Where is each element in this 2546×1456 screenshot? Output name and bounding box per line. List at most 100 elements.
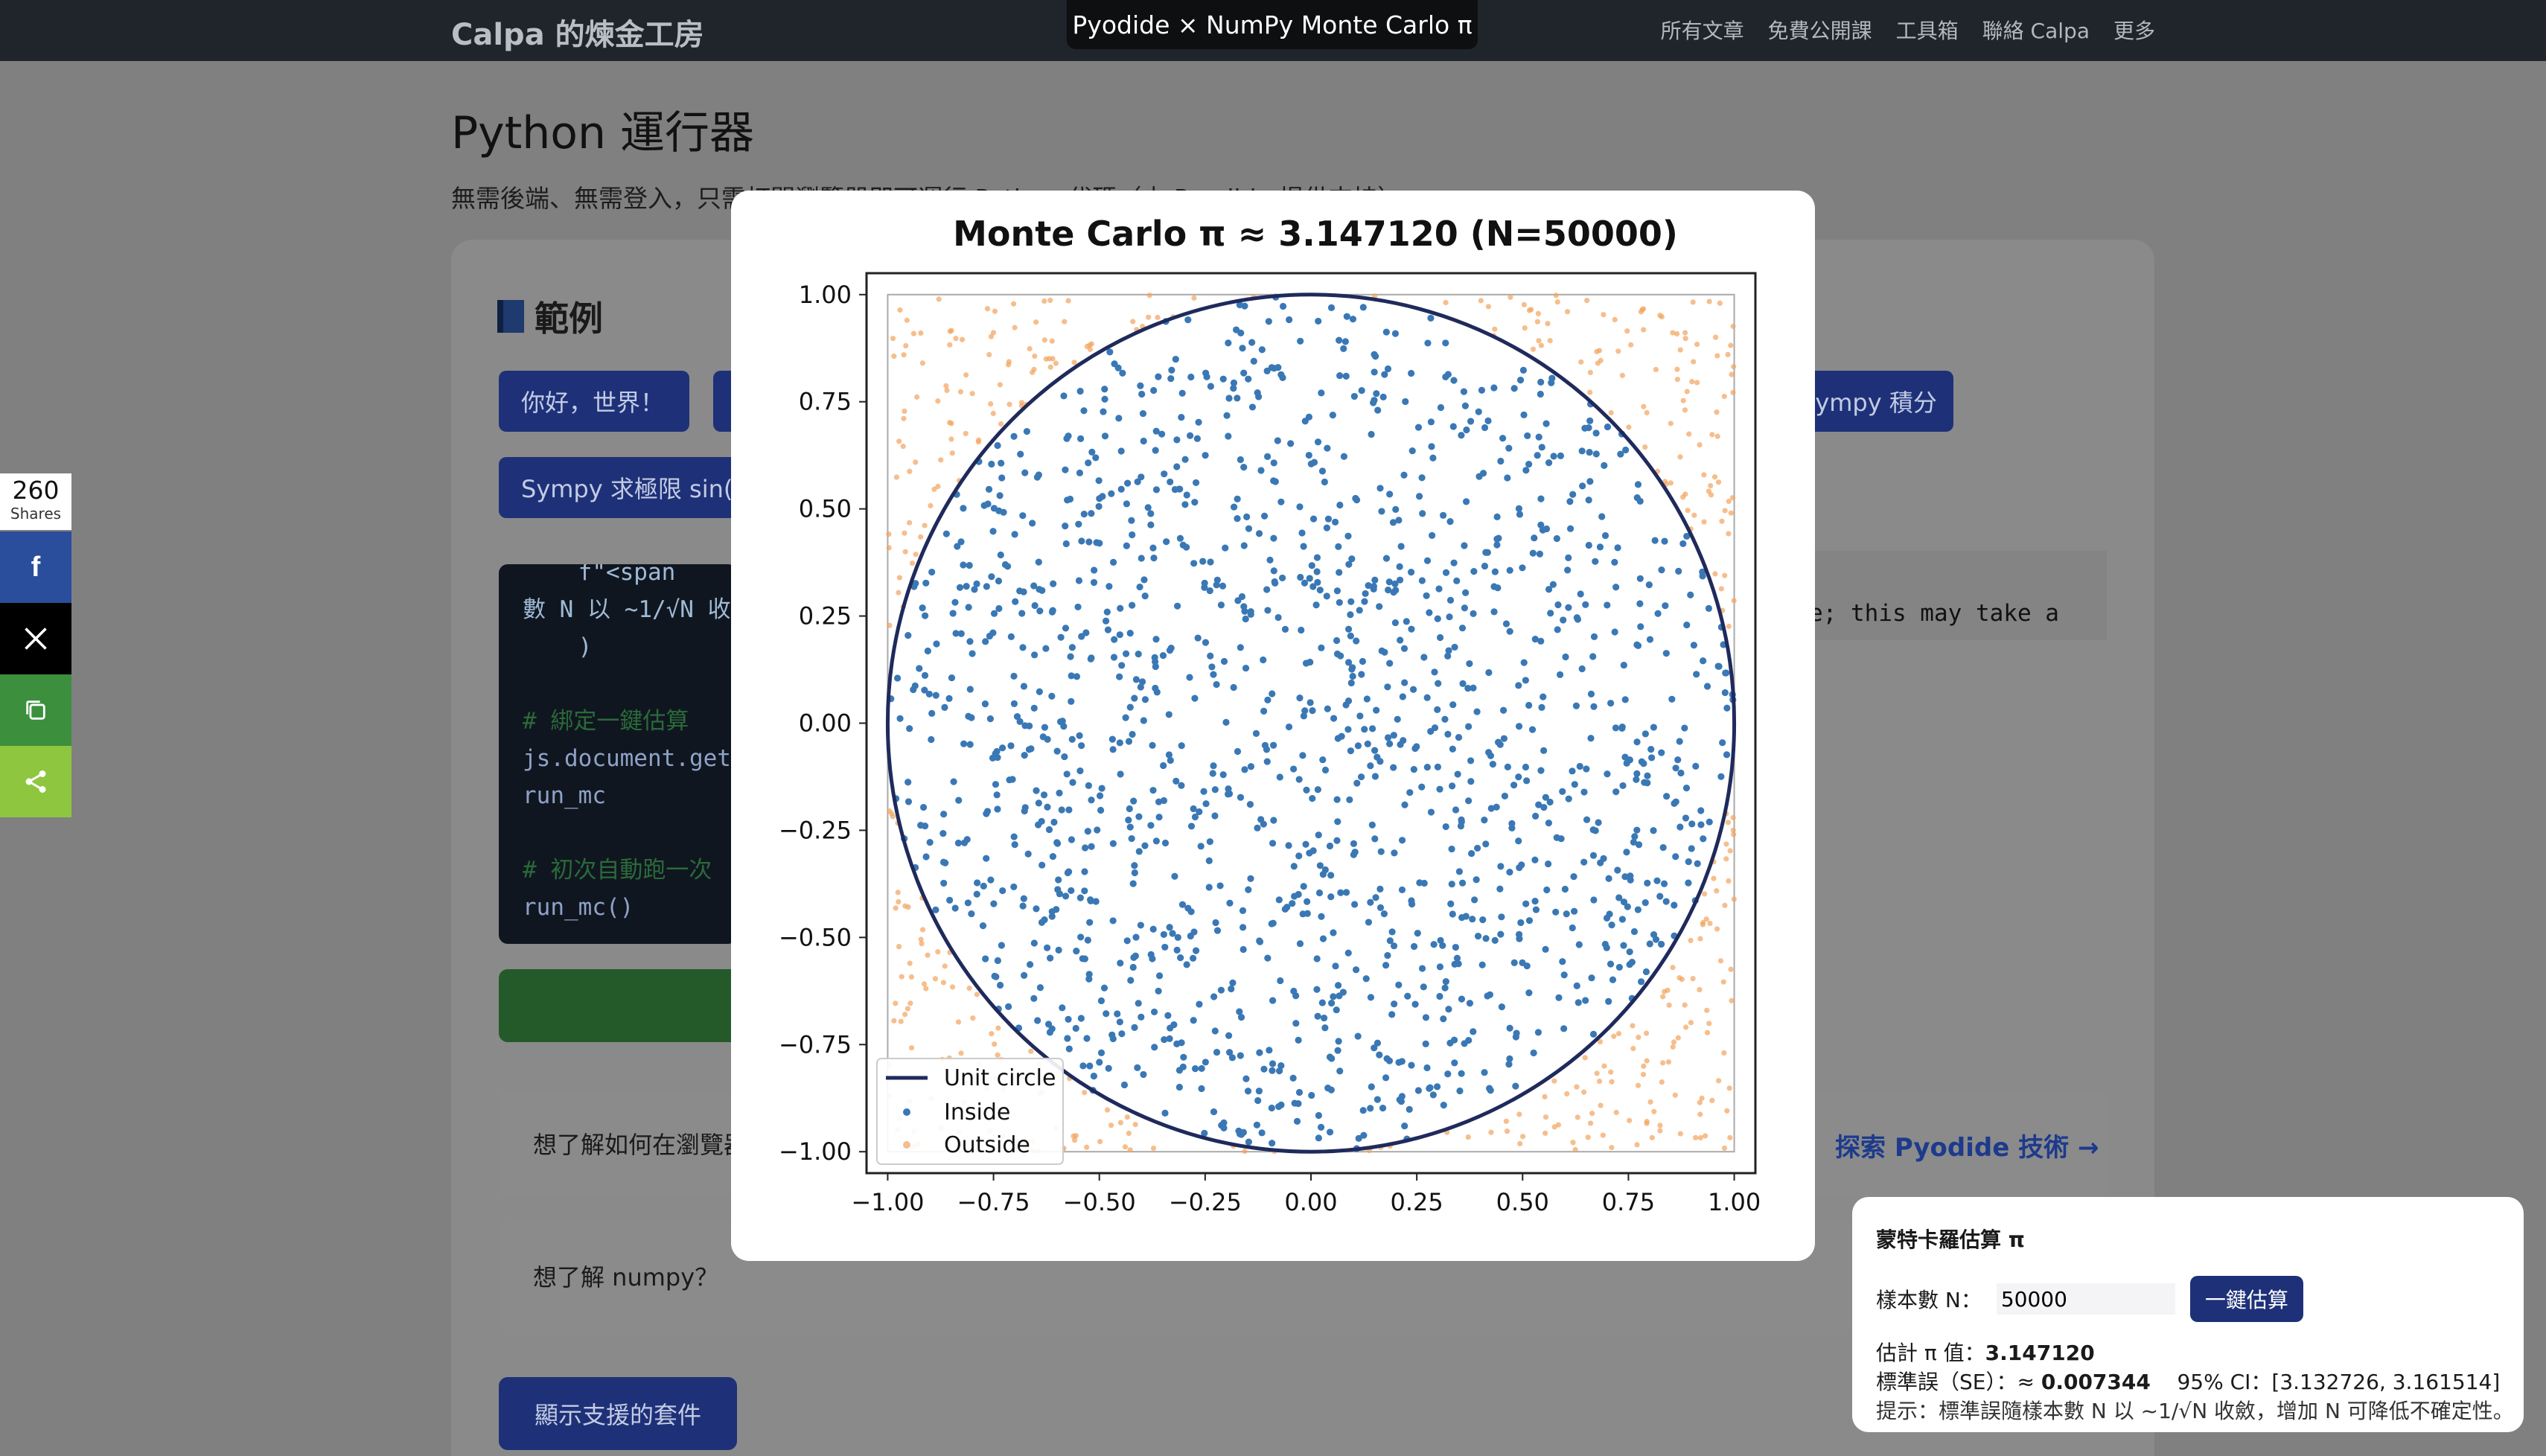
inside-point <box>922 579 930 587</box>
inside-point <box>1560 971 1568 979</box>
inside-point <box>1178 1039 1185 1047</box>
inside-point <box>1688 845 1695 852</box>
inside-point <box>1607 700 1615 707</box>
inside-point <box>1300 883 1307 890</box>
inside-point <box>1650 930 1658 939</box>
inside-point <box>1021 804 1029 811</box>
inside-point <box>1440 1102 1447 1109</box>
show-packages-button[interactable]: 顯示支援的套件 <box>499 1377 737 1450</box>
inside-point <box>983 855 990 862</box>
inside-point <box>1316 587 1324 594</box>
inside-point <box>1395 517 1403 524</box>
x-share-button[interactable] <box>0 603 71 674</box>
inside-point <box>1217 601 1225 609</box>
inside-point <box>1178 901 1187 908</box>
inside-point <box>1011 841 1018 849</box>
generic-share-button[interactable] <box>0 746 71 817</box>
inside-point <box>1222 544 1229 552</box>
nav-link-tools[interactable]: 工具箱 <box>1895 19 1959 43</box>
inside-point <box>1247 763 1255 770</box>
inside-point <box>1076 767 1084 775</box>
inside-point <box>1097 997 1106 1005</box>
inside-point <box>1127 977 1135 984</box>
inside-point <box>1367 994 1375 1001</box>
outside-point <box>1653 366 1659 373</box>
inside-point <box>1069 779 1076 786</box>
site-brand[interactable]: Calpa 的煉金工房 <box>451 18 704 52</box>
inside-point <box>1330 993 1337 1000</box>
sample-size-input[interactable] <box>1996 1283 2175 1315</box>
inside-point <box>1076 732 1083 739</box>
inside-point <box>1289 1074 1297 1082</box>
inside-point <box>1457 823 1465 830</box>
inside-point <box>1110 654 1118 661</box>
inside-point <box>1226 899 1234 907</box>
outside-point <box>1700 919 1706 925</box>
inside-point <box>1189 954 1197 962</box>
inside-point <box>940 879 948 887</box>
nav-link-articles[interactable]: 所有文章 <box>1660 19 1744 43</box>
run-button[interactable] <box>499 969 744 1042</box>
inside-point <box>1006 776 1013 784</box>
inside-point <box>1525 917 1534 925</box>
inside-point <box>1122 714 1129 721</box>
inside-point <box>1178 742 1185 750</box>
inside-point <box>1651 537 1659 544</box>
inside-point <box>1135 813 1143 820</box>
inside-point <box>1124 479 1132 487</box>
inside-point <box>1005 1003 1012 1010</box>
inside-point <box>1621 873 1629 881</box>
inside-point <box>1336 569 1343 576</box>
inside-point <box>1088 448 1096 456</box>
inside-point <box>1453 954 1461 962</box>
inside-point <box>1208 663 1216 671</box>
inside-point <box>1263 586 1271 593</box>
inside-point <box>1255 393 1263 400</box>
nav-link-contact[interactable]: 聯絡 Calpa <box>1982 19 2090 43</box>
copy-share-button[interactable] <box>0 674 71 746</box>
outside-point <box>902 408 907 414</box>
inside-point <box>1056 890 1064 898</box>
inside-point <box>1355 1134 1362 1142</box>
outside-point <box>1508 294 1513 300</box>
example-button-hello[interactable]: 你好，世界！ <box>499 371 689 432</box>
code-editor[interactable]: f"<span 數 N 以 ~1/√N 收 ) # 綁定一鍵估算 js.documen… <box>499 564 737 944</box>
inside-point <box>1210 762 1217 770</box>
inside-point <box>1481 562 1489 570</box>
inside-point <box>1120 1081 1129 1089</box>
inside-point <box>1636 600 1644 607</box>
inside-point <box>1081 868 1088 875</box>
inside-point <box>964 899 972 907</box>
inside-point <box>1090 1072 1097 1080</box>
inside-point <box>928 735 935 744</box>
inside-point <box>1436 633 1444 642</box>
inside-point <box>1111 360 1118 368</box>
outside-point <box>966 985 972 992</box>
example-button-sympy-limit[interactable]: Sympy 求極限 sin(x <box>499 457 744 518</box>
inside-point <box>1173 946 1181 954</box>
estimate-button[interactable]: 一鍵估算 <box>2189 1276 2303 1322</box>
inside-point <box>1458 625 1467 632</box>
outside-point <box>1730 814 1736 821</box>
inside-point <box>1123 937 1131 945</box>
explore-pyodide-link[interactable]: 探索 Pyodide 技術 → <box>1835 1133 2099 1163</box>
inside-point <box>1092 454 1100 462</box>
inside-point <box>1295 1036 1302 1044</box>
inside-point <box>1414 424 1423 431</box>
nav-link-courses[interactable]: 免費公開課 <box>1767 19 1872 43</box>
inside-point <box>1010 432 1018 440</box>
inside-point <box>998 459 1005 467</box>
inside-point <box>1080 407 1088 415</box>
inside-point <box>1231 503 1238 511</box>
outside-point <box>1612 316 1618 323</box>
inside-point <box>1470 610 1477 618</box>
nav-link-more[interactable]: 更多 <box>2113 19 2155 43</box>
inside-point <box>1510 385 1518 392</box>
inside-point <box>1577 590 1584 598</box>
facebook-share-button[interactable]: f <box>0 531 71 603</box>
inside-point <box>1371 747 1379 754</box>
inside-point <box>1455 960 1462 968</box>
inside-point <box>1122 650 1130 657</box>
inside-point <box>1269 840 1277 847</box>
inside-point <box>1683 532 1691 540</box>
